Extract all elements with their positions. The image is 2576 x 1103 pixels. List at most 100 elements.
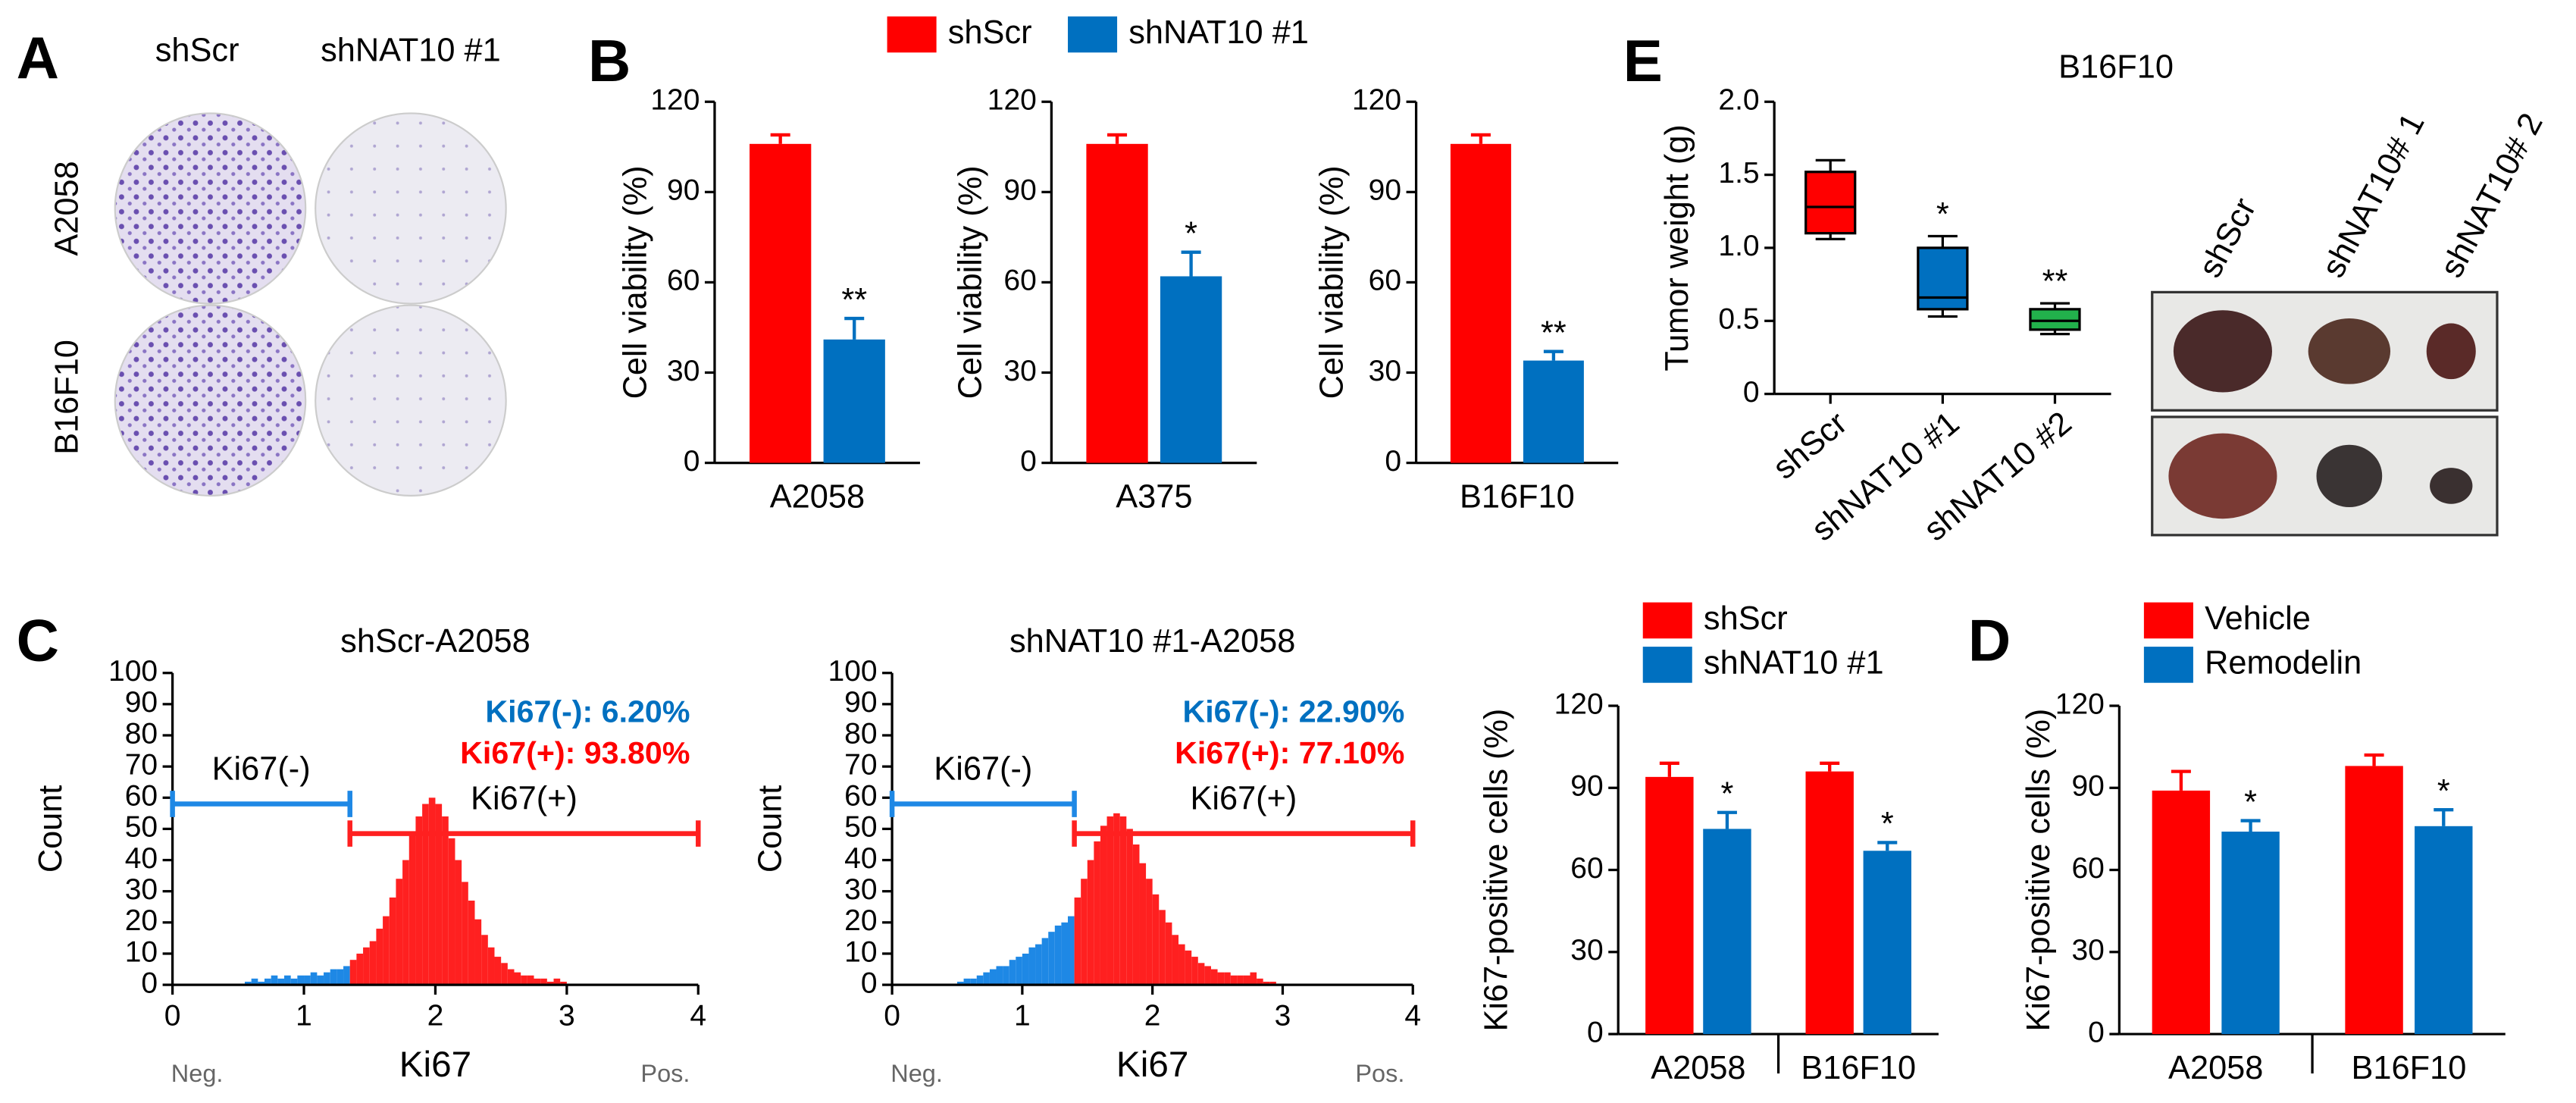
histogram-bar — [244, 981, 252, 985]
histogram-bar — [258, 981, 265, 985]
histogram-bar — [956, 981, 964, 985]
plate-column-label: shScr — [155, 33, 239, 69]
y-tick-label: 2.0 — [1718, 84, 1759, 117]
y-tick-label: 120 — [2055, 688, 2105, 720]
histogram-bar — [1172, 935, 1179, 985]
panel-label: D — [1968, 607, 2011, 674]
y-tick-label: 0 — [861, 967, 878, 999]
histogram-bar — [448, 838, 455, 985]
histogram-bar — [1132, 844, 1140, 985]
y-tick-label: 40 — [125, 842, 158, 875]
y-tick-label: 20 — [844, 904, 877, 937]
x-end-label: Pos. — [1355, 1060, 1404, 1087]
histogram-bar — [435, 804, 443, 985]
histogram-bar — [1204, 966, 1211, 985]
histogram-bar — [481, 935, 488, 985]
histogram-bar — [376, 929, 383, 985]
bar — [1805, 771, 1854, 1035]
histogram-bar — [383, 916, 390, 985]
histogram-bar — [474, 919, 482, 985]
x-tick-label: 0 — [164, 1000, 181, 1032]
x-end-label: Pos. — [640, 1060, 690, 1087]
tumor — [2426, 323, 2476, 380]
histogram-bar — [1185, 950, 1192, 985]
histogram-bar — [1217, 972, 1225, 985]
histogram-bar — [468, 901, 475, 985]
legend-swatch — [887, 16, 937, 53]
gate-stat: Ki67(-): 22.90% — [1182, 694, 1404, 729]
histogram-bar — [527, 975, 534, 985]
histogram-bar — [304, 975, 311, 985]
y-tick-label: 120 — [988, 84, 1037, 117]
histogram-bar — [1009, 960, 1016, 985]
histogram-bar — [1106, 816, 1114, 985]
histogram-bar — [251, 978, 258, 985]
histogram-bar — [1257, 978, 1263, 985]
histogram-bar — [297, 975, 305, 985]
bar — [1450, 143, 1511, 463]
histogram-bar — [1126, 829, 1133, 985]
y-tick-label: 0 — [141, 967, 158, 999]
histogram-bar — [402, 860, 409, 985]
gate-stat: Ki67(+): 77.10% — [1175, 735, 1404, 770]
y-tick-label: 60 — [1003, 265, 1036, 297]
histogram-bar — [408, 835, 416, 985]
histogram-bar — [330, 969, 337, 985]
histogram-bar — [1081, 879, 1088, 985]
y-tick-label: 120 — [1352, 84, 1401, 117]
histogram-bar — [546, 981, 554, 985]
histogram-bar — [1165, 922, 1172, 985]
histogram-bar — [369, 941, 377, 985]
x-tick-label: 4 — [690, 1000, 706, 1032]
y-tick-label: 0 — [1020, 445, 1037, 478]
bar — [823, 339, 885, 463]
x-tick-label: B16F10 — [2352, 1050, 2467, 1086]
bar — [1523, 360, 1584, 463]
bar — [2415, 826, 2473, 1035]
y-tick-label: 120 — [650, 84, 700, 117]
histogram-bar — [363, 947, 370, 985]
tumor — [2168, 433, 2277, 519]
bar — [2221, 832, 2280, 1035]
significance: ** — [1541, 315, 1567, 352]
y-tick-label: 70 — [844, 748, 877, 781]
histogram-bar — [521, 975, 527, 985]
histogram-bar — [1178, 944, 1185, 985]
y-axis-label: Cell viability (%) — [1314, 165, 1351, 399]
histogram-bar — [1054, 925, 1062, 985]
histogram-bar — [1230, 975, 1238, 985]
histogram-bar — [428, 797, 436, 985]
significance: ** — [2042, 264, 2068, 300]
y-tick-label: 50 — [125, 811, 158, 844]
histogram-bar — [1041, 938, 1049, 985]
box — [1804, 171, 1857, 235]
histogram-bar — [487, 947, 495, 985]
gate-label: Ki67(-) — [934, 751, 1032, 788]
y-tick-label: 60 — [844, 780, 877, 813]
plate-column-label: shNAT10 #1 — [321, 33, 501, 69]
x-tick-label: 3 — [1275, 1000, 1291, 1032]
significance: * — [1936, 196, 1949, 233]
histogram-bar — [1263, 981, 1270, 985]
histogram-bar — [976, 975, 984, 985]
y-tick-label: 90 — [667, 174, 700, 207]
histogram-bar — [560, 981, 567, 985]
y-tick-label: 50 — [844, 811, 877, 844]
histogram-bar — [553, 978, 561, 985]
histogram-bar — [1100, 826, 1107, 985]
histogram-bar — [1119, 816, 1127, 985]
y-axis-label: Count — [752, 785, 788, 873]
gate-stat: Ki67(+): 93.80% — [460, 735, 690, 770]
y-tick-label: 60 — [2071, 852, 2104, 885]
histogram-bar — [989, 969, 997, 985]
tumor — [2308, 318, 2391, 384]
x-tick-label: A2058 — [770, 479, 865, 515]
plate-row-label: A2058 — [49, 161, 85, 255]
histogram-bar — [324, 972, 330, 985]
x-tick-label: shScr — [1767, 405, 1855, 487]
significance: ** — [841, 282, 867, 318]
x-tick-label: A375 — [1116, 479, 1192, 515]
histogram-bar — [1159, 910, 1166, 985]
y-axis-label: Ki67-positive cells (%) — [2020, 709, 2057, 1032]
